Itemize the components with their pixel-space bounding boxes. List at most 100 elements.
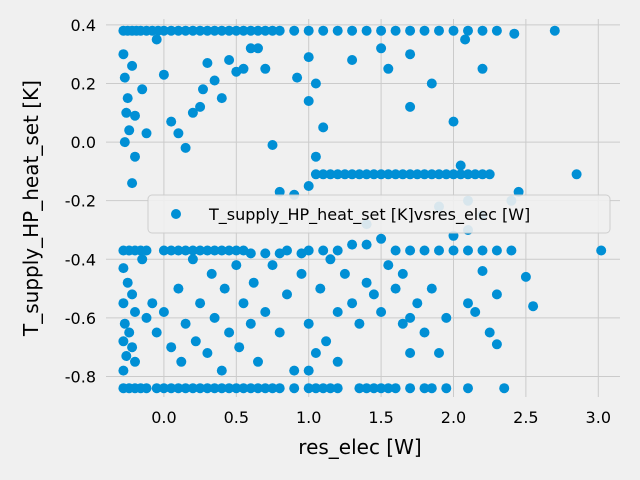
data-point bbox=[405, 245, 416, 256]
data-point bbox=[460, 34, 471, 45]
data-point bbox=[448, 169, 459, 180]
data-point bbox=[332, 356, 343, 367]
data-point bbox=[231, 383, 242, 394]
y-tick-label: 0.2 bbox=[71, 74, 96, 93]
data-point bbox=[491, 25, 502, 36]
data-point bbox=[124, 125, 135, 136]
data-point bbox=[289, 365, 300, 376]
data-point bbox=[426, 78, 437, 89]
data-point bbox=[354, 383, 365, 394]
data-point bbox=[434, 169, 444, 180]
data-point bbox=[166, 116, 177, 127]
x-tick-label: 2.0 bbox=[441, 408, 466, 427]
data-point bbox=[245, 248, 256, 259]
data-point bbox=[463, 245, 473, 256]
data-point bbox=[274, 186, 285, 197]
data-point bbox=[347, 298, 358, 309]
data-point bbox=[376, 43, 387, 54]
data-point bbox=[477, 63, 488, 74]
data-point bbox=[412, 169, 423, 180]
data-point bbox=[180, 318, 191, 329]
data-point bbox=[347, 55, 358, 65]
data-point bbox=[130, 151, 140, 162]
data-point bbox=[238, 298, 249, 309]
data-point bbox=[173, 283, 184, 294]
data-point bbox=[224, 25, 235, 36]
data-point bbox=[216, 383, 227, 394]
data-point bbox=[383, 260, 394, 271]
data-point bbox=[426, 169, 437, 180]
data-point bbox=[231, 245, 242, 256]
data-point bbox=[274, 327, 285, 338]
data-point bbox=[499, 383, 510, 394]
x-tick-label: 2.5 bbox=[513, 408, 538, 427]
data-point bbox=[253, 43, 263, 54]
data-point bbox=[216, 93, 227, 104]
data-point bbox=[463, 25, 473, 36]
data-point bbox=[260, 248, 271, 259]
data-point bbox=[147, 298, 158, 309]
data-point bbox=[318, 25, 329, 36]
data-point bbox=[325, 254, 336, 265]
x-tick-label: 0.5 bbox=[224, 408, 249, 427]
data-point bbox=[339, 169, 350, 180]
data-point bbox=[137, 254, 148, 265]
data-point bbox=[448, 245, 459, 256]
data-point bbox=[260, 307, 271, 317]
data-point bbox=[405, 169, 416, 180]
data-point bbox=[405, 25, 416, 36]
data-point bbox=[390, 245, 401, 256]
data-point bbox=[491, 339, 502, 350]
data-point bbox=[376, 169, 387, 180]
data-point bbox=[318, 169, 329, 180]
data-point bbox=[354, 318, 365, 329]
data-point bbox=[448, 116, 459, 127]
data-point bbox=[118, 263, 129, 274]
data-point bbox=[354, 169, 365, 180]
data-point bbox=[118, 298, 129, 309]
data-point bbox=[310, 383, 321, 394]
data-point bbox=[405, 49, 416, 60]
data-point bbox=[216, 365, 227, 376]
data-point bbox=[216, 245, 227, 256]
y-tick-label: 0.4 bbox=[71, 16, 96, 35]
data-point bbox=[491, 245, 502, 256]
data-point bbox=[412, 298, 423, 309]
x-axis-label: res_elec [W] bbox=[298, 435, 421, 459]
data-point bbox=[289, 25, 300, 36]
data-point bbox=[206, 268, 217, 279]
data-point bbox=[318, 245, 329, 256]
data-point bbox=[296, 268, 307, 279]
data-point bbox=[303, 318, 314, 329]
data-point bbox=[245, 383, 256, 394]
data-point bbox=[130, 307, 140, 317]
data-point bbox=[224, 245, 235, 256]
data-point bbox=[158, 383, 169, 394]
data-point bbox=[180, 245, 191, 256]
data-point bbox=[310, 78, 321, 89]
y-tick-label: 0.0 bbox=[71, 133, 96, 152]
data-point bbox=[491, 289, 502, 300]
data-point bbox=[332, 307, 343, 317]
data-point bbox=[231, 260, 242, 271]
data-point bbox=[209, 245, 220, 256]
data-point bbox=[289, 383, 300, 394]
data-point bbox=[419, 25, 430, 36]
data-point bbox=[195, 25, 206, 36]
data-point bbox=[187, 383, 198, 394]
data-point bbox=[318, 122, 329, 133]
data-point bbox=[119, 72, 130, 83]
data-point bbox=[127, 60, 138, 71]
x-tick-labels: 0.0 0.5 1.0 1.5 2.0 2.5 3.0 bbox=[151, 408, 611, 427]
data-point bbox=[303, 96, 314, 106]
y-tick-label: -0.2 bbox=[65, 192, 96, 211]
data-point bbox=[187, 25, 198, 36]
data-point bbox=[368, 289, 379, 300]
data-point bbox=[419, 169, 430, 180]
data-point bbox=[119, 318, 130, 329]
data-point bbox=[405, 312, 416, 323]
data-point bbox=[506, 245, 517, 256]
data-point bbox=[441, 169, 452, 180]
data-point bbox=[303, 25, 314, 36]
data-point bbox=[470, 169, 481, 180]
